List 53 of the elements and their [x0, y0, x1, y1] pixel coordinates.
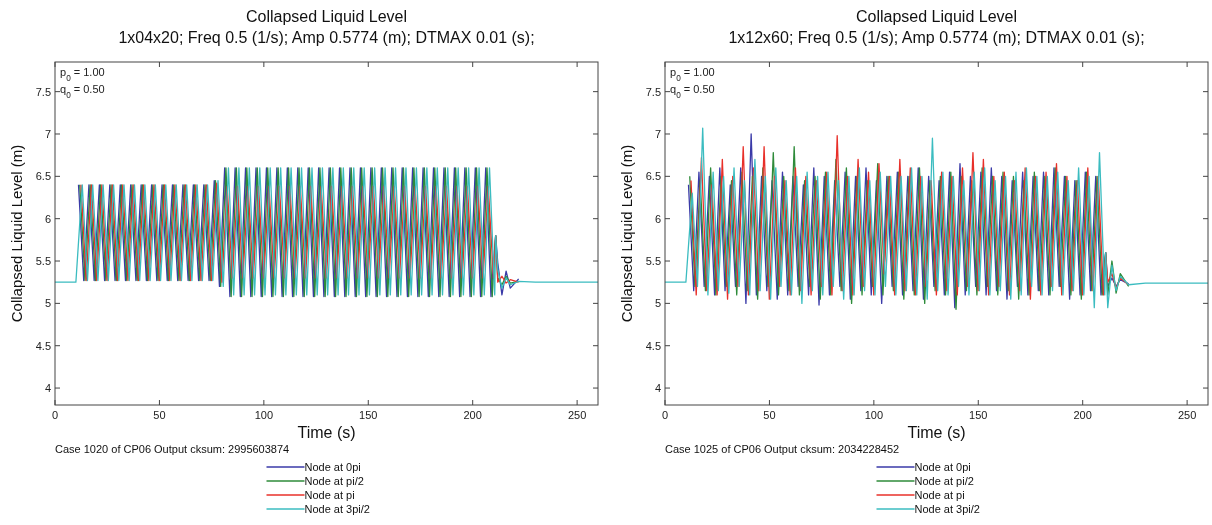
x-tick-label: 150	[359, 409, 378, 421]
x-tick-label: 100	[254, 409, 274, 421]
y-tick-label: 7.5	[645, 85, 661, 98]
y-axis-title: Collapsed Liquid Level (m)	[8, 144, 25, 323]
y-tick-label: 6.5	[35, 170, 51, 183]
legend-label: Node at 0pi	[914, 461, 971, 473]
x-tick-label: 0	[661, 409, 669, 421]
y-tick-label: 6	[44, 212, 51, 225]
x-tick-label: 200	[463, 409, 482, 421]
x-tick-label: 250	[1177, 409, 1197, 421]
x-tick-label: 50	[153, 409, 166, 421]
y-tick-label: 5.5	[645, 255, 661, 268]
y-tick-label: 5	[654, 297, 661, 310]
legend-label: Node at pi	[914, 489, 965, 501]
annotation: q$_{0}$ = 0.50	[670, 83, 715, 100]
y-tick-label: 4.5	[35, 339, 51, 352]
text: Case 1020 of CP06 Output cksum: 2995603874	[55, 443, 290, 455]
legend-label: Node at 3pi/2	[914, 503, 980, 515]
x-tick-label: 100	[864, 409, 884, 421]
y-tick-label: 5.5	[35, 255, 51, 268]
y-tick-label: 6.5	[645, 170, 661, 183]
line-series	[55, 167, 598, 296]
chart-title: Collapsed Liquid Level	[246, 8, 407, 25]
x-tick-label: 150	[969, 409, 988, 421]
chart-title: Collapsed Liquid Level	[856, 8, 1017, 25]
y-tick-label: 4	[44, 382, 51, 395]
legend-label: Node at 3pi/2	[304, 503, 370, 515]
x-axis-title: Time (s)	[907, 424, 966, 441]
y-axis-title: Collapsed Liquid Level (m)	[618, 144, 635, 323]
y-tick-label: 5	[44, 297, 51, 310]
y-tick-label: 4	[654, 382, 661, 395]
x-tick-label: 50	[763, 409, 776, 421]
y-tick-label: 7.5	[35, 85, 51, 98]
y-tick-label: 7	[44, 127, 51, 140]
x-tick-label: 250	[567, 409, 587, 421]
x-tick-label: 0	[51, 409, 59, 421]
chart-subtitle: 1x12x60; Freq 0.5 (1/s); Amp 0.5774 (m); DTMAX 0.01 (s);	[728, 29, 1145, 46]
text: Case 1025 of CP06 Output cksum: 2034228452	[665, 443, 900, 455]
y-tick-label: 7	[654, 127, 661, 140]
annotation: p$_{0}$ = 1.00	[670, 66, 715, 83]
y-tick-label: 6	[654, 212, 661, 225]
line-series	[80, 182, 520, 284]
legend-label: Node at pi	[304, 489, 355, 501]
annotation: p$_{0}$ = 1.00	[60, 66, 105, 83]
legend-label: Node at 0pi	[304, 461, 361, 473]
legend-label: Node at pi/2	[304, 475, 364, 487]
x-tick-label: 200	[1073, 409, 1092, 421]
y-tick-label: 4.5	[645, 339, 661, 352]
chart-subtitle: 1x04x20; Freq 0.5 (1/s); Amp 0.5774 (m); DTMAX 0.01 (s);	[118, 29, 535, 46]
line-series	[665, 127, 1208, 309]
annotation: q$_{0}$ = 0.50	[60, 83, 105, 100]
x-axis-title: Time (s)	[297, 424, 356, 441]
legend-label: Node at pi/2	[914, 475, 974, 487]
